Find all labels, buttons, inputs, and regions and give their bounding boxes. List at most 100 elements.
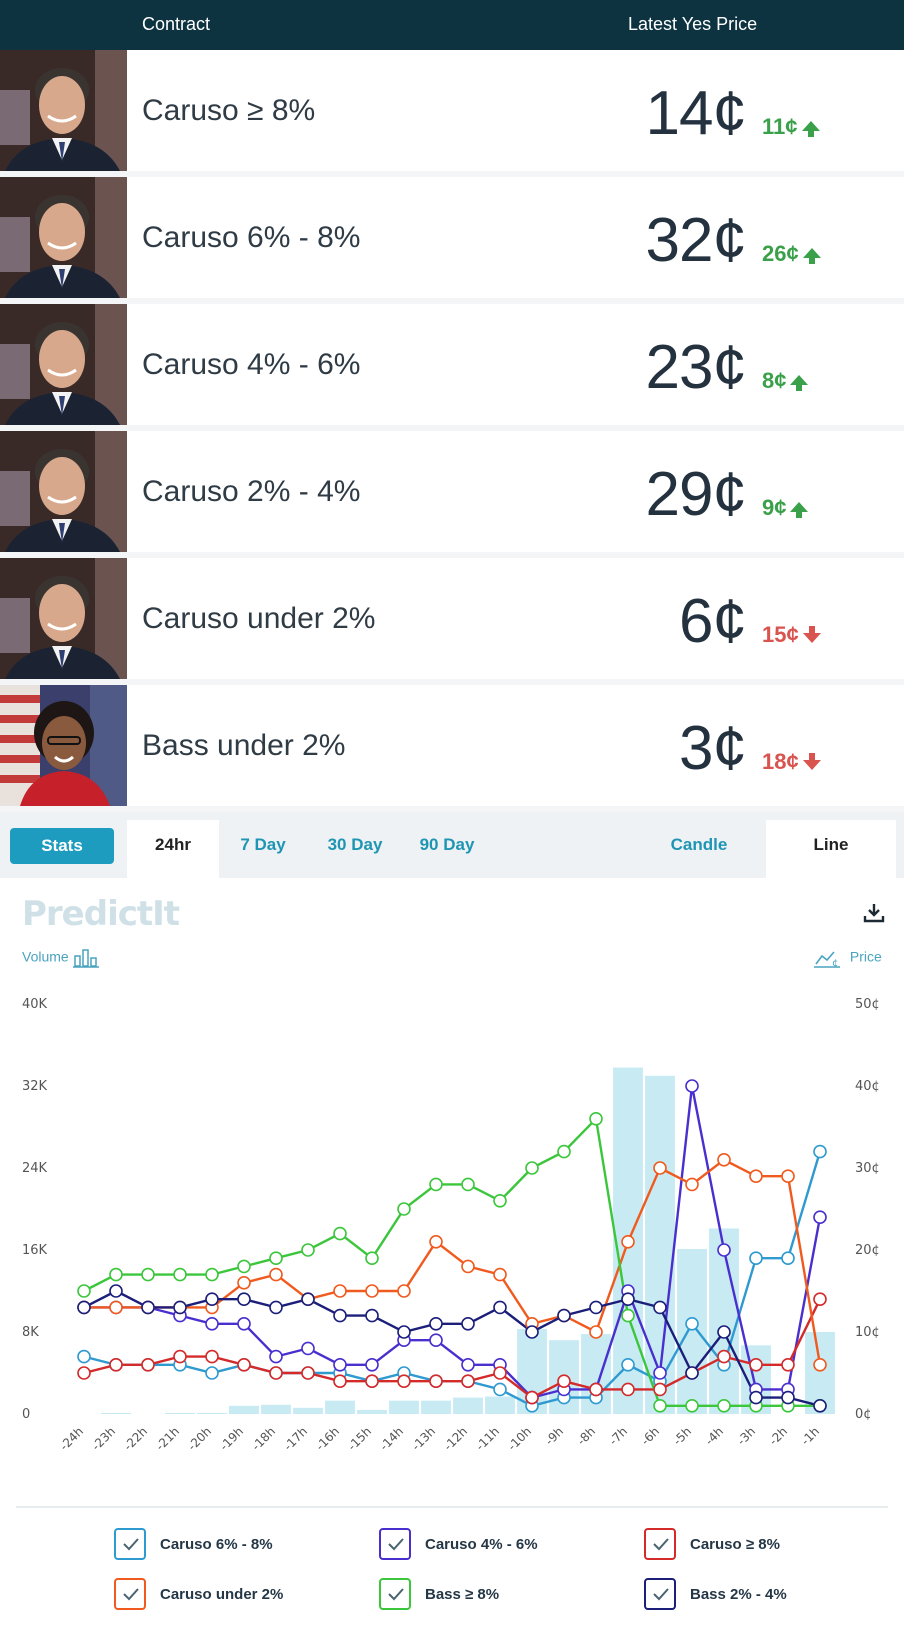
series-point [653, 1398, 667, 1413]
series-point [237, 1357, 251, 1372]
x-tick-label: -15h [345, 1424, 374, 1453]
series-point [781, 1169, 795, 1183]
volume-bar [197, 1412, 227, 1414]
latest-yes-price: 29¢ [645, 460, 747, 529]
tab-30-day[interactable]: 30 Day [327, 835, 383, 854]
tab-line[interactable]: Line [766, 820, 896, 878]
series-point [461, 1357, 475, 1372]
contract-row[interactable]: Caruso under 2% 6¢ 15¢ [0, 558, 904, 685]
contract-name: Caruso 6% - 8% [142, 221, 361, 254]
series-point [269, 1366, 283, 1380]
tab-7-day[interactable]: 7 Day [240, 835, 286, 854]
legend-checkbox[interactable] [379, 1578, 411, 1610]
x-tick-label: -7h [606, 1424, 630, 1448]
arrow-down-icon [802, 626, 821, 644]
series-point [653, 1382, 667, 1397]
series-point [333, 1308, 347, 1323]
volume-bar [709, 1228, 739, 1414]
latest-yes-price: 6¢ [679, 587, 747, 656]
volume-bar [485, 1396, 515, 1414]
series-point [205, 1316, 219, 1331]
series-point [141, 1300, 155, 1315]
series-point [621, 1235, 635, 1249]
series-point [109, 1284, 123, 1298]
price-line-icon: ¢ [814, 951, 840, 969]
legend-checkbox[interactable] [114, 1578, 146, 1610]
series-point [653, 1300, 667, 1315]
svg-text:¢: ¢ [832, 958, 838, 968]
table-header: Contract Latest Yes Price [0, 0, 904, 50]
contract-row[interactable]: Caruso 4% - 6% 23¢ 8¢ [0, 304, 904, 431]
series-point [685, 1177, 699, 1192]
series-point [77, 1300, 91, 1315]
checkmark-icon [388, 1588, 404, 1601]
legend-checkbox[interactable] [379, 1528, 411, 1560]
volume-bar [677, 1248, 707, 1414]
checkmark-icon [653, 1588, 669, 1601]
contract-row[interactable]: Caruso 2% - 4% 29¢ 9¢ [0, 431, 904, 558]
contract-row[interactable]: Caruso 6% - 8% 32¢ 26¢ [0, 177, 904, 304]
latest-yes-price: 32¢ [645, 206, 747, 275]
contract-row[interactable]: Bass under 2% 3¢ 18¢ [0, 685, 904, 812]
tab-candle[interactable]: Candle [670, 835, 728, 854]
x-tick-label: -14h [377, 1424, 406, 1453]
x-tick-label: -22h [121, 1424, 150, 1453]
series-point [429, 1316, 443, 1331]
stats-button[interactable]: Stats [10, 828, 114, 864]
legend-checkbox[interactable] [114, 1528, 146, 1560]
caruso-portrait [0, 431, 127, 552]
series-point [781, 1251, 795, 1266]
volume-bar [165, 1412, 195, 1414]
latest-yes-price: 3¢ [679, 714, 747, 783]
series-point [397, 1202, 411, 1216]
series-point [493, 1366, 507, 1380]
series-point [461, 1259, 475, 1274]
volume-tick-label: 16K [22, 1243, 48, 1258]
series-point [333, 1226, 347, 1241]
series-point [429, 1177, 443, 1192]
price-change-value: 15¢ [762, 622, 799, 647]
legend-label: Caruso under 2% [160, 1586, 284, 1603]
series-point [269, 1267, 283, 1282]
series-point [589, 1300, 603, 1315]
series-point [301, 1341, 315, 1356]
series-point [365, 1284, 379, 1298]
series-point [205, 1292, 219, 1307]
volume-bars-icon [72, 949, 99, 968]
series-point [365, 1251, 379, 1266]
series-point [77, 1366, 91, 1380]
series-point [653, 1161, 667, 1175]
volume-bar [293, 1407, 323, 1414]
series-point [493, 1267, 507, 1282]
series-point [813, 1398, 827, 1413]
series-point [621, 1292, 635, 1307]
series-point [461, 1177, 475, 1192]
volume-bar [389, 1400, 419, 1414]
series-point [301, 1243, 315, 1257]
series-point [237, 1259, 251, 1274]
series-point [237, 1316, 251, 1331]
series-point [77, 1284, 91, 1298]
series-point [493, 1300, 507, 1315]
contract-name: Caruso 2% - 4% [142, 475, 361, 508]
series-point [173, 1300, 187, 1315]
series-point [749, 1251, 763, 1266]
volume-bar [101, 1412, 131, 1414]
volume-bar [421, 1400, 451, 1414]
caruso-portrait [0, 177, 127, 298]
x-tick-label: -24h [57, 1424, 86, 1453]
volume-tick-label: 32K [22, 1079, 48, 1094]
legend-checkbox[interactable] [644, 1528, 676, 1560]
tab-90-day[interactable]: 90 Day [419, 835, 475, 854]
series-point [269, 1349, 283, 1364]
series-point [621, 1308, 635, 1323]
volume-axis-label: Volume [22, 948, 99, 968]
download-icon[interactable] [862, 902, 886, 924]
price-tick-label: 30¢ [855, 1161, 880, 1176]
x-tick-label: -6h [638, 1424, 662, 1448]
series-point [781, 1390, 795, 1405]
tab-24hr[interactable]: 24hr [127, 820, 219, 878]
contract-row[interactable]: Caruso ≥ 8% 14¢ 11¢ [0, 50, 904, 177]
x-tick-label: -12h [441, 1424, 470, 1453]
legend-checkbox[interactable] [644, 1578, 676, 1610]
